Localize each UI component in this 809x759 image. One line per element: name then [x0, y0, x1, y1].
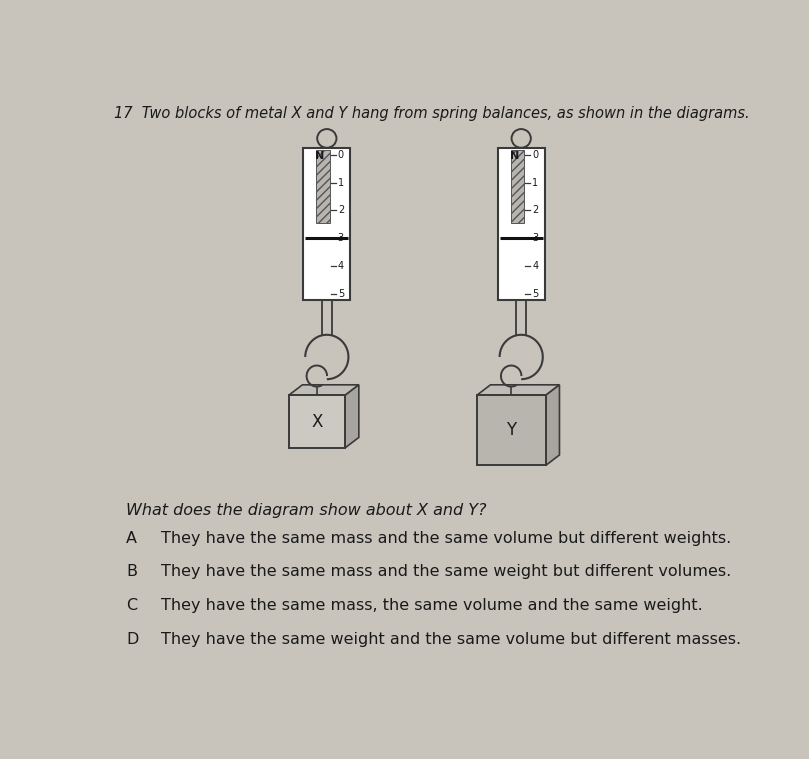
- Text: 2: 2: [338, 206, 344, 216]
- Text: 4: 4: [532, 261, 538, 271]
- Text: 1: 1: [532, 178, 538, 187]
- Bar: [316, 150, 329, 223]
- Polygon shape: [546, 385, 560, 465]
- Text: D: D: [126, 632, 138, 647]
- Text: 1: 1: [338, 178, 344, 187]
- Bar: [498, 148, 544, 300]
- Text: 3: 3: [532, 233, 538, 243]
- Text: 0: 0: [532, 150, 538, 160]
- Polygon shape: [289, 385, 359, 395]
- Text: 5: 5: [532, 289, 539, 299]
- Bar: [303, 148, 350, 300]
- Text: 0: 0: [338, 150, 344, 160]
- Text: 2: 2: [532, 206, 539, 216]
- Bar: [510, 150, 524, 223]
- Bar: [477, 395, 546, 465]
- Polygon shape: [477, 385, 560, 395]
- Text: C: C: [126, 598, 138, 613]
- Text: B: B: [126, 565, 138, 579]
- Text: X: X: [311, 413, 323, 430]
- Text: 5: 5: [338, 289, 344, 299]
- Text: What does the diagram show about X and Y?: What does the diagram show about X and Y…: [126, 503, 487, 518]
- Text: They have the same mass and the same weight but different volumes.: They have the same mass and the same wei…: [161, 565, 731, 579]
- Text: They have the same weight and the same volume but different masses.: They have the same weight and the same v…: [161, 632, 741, 647]
- Text: A: A: [126, 531, 138, 546]
- Text: 3: 3: [338, 233, 344, 243]
- Text: Y: Y: [506, 421, 516, 439]
- Text: N: N: [316, 151, 324, 161]
- Text: They have the same mass, the same volume and the same weight.: They have the same mass, the same volume…: [161, 598, 702, 613]
- Text: 17  Two blocks of metal X and Y hang from spring balances, as shown in the diagr: 17 Two blocks of metal X and Y hang from…: [113, 106, 749, 121]
- Polygon shape: [345, 385, 359, 448]
- Text: 4: 4: [338, 261, 344, 271]
- Text: N: N: [510, 151, 519, 161]
- Text: They have the same mass and the same volume but different weights.: They have the same mass and the same vol…: [161, 531, 731, 546]
- Bar: [289, 395, 345, 448]
